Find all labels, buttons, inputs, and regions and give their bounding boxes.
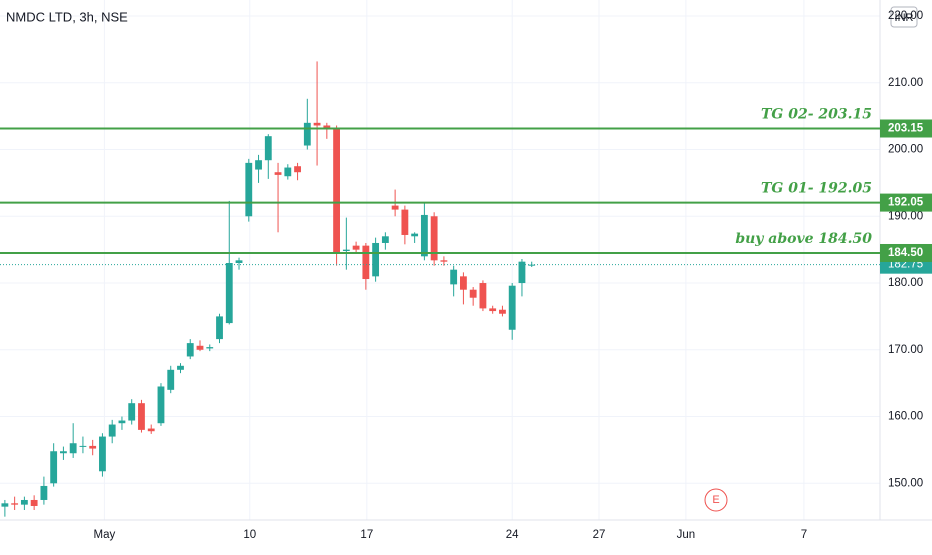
candle-body bbox=[1, 503, 9, 507]
level-tag bbox=[880, 119, 932, 138]
candle-body bbox=[362, 245, 370, 280]
x-tick-label: 24 bbox=[506, 529, 519, 541]
candle-body bbox=[235, 260, 243, 264]
candle-body bbox=[118, 420, 126, 424]
candle-body bbox=[108, 424, 116, 437]
x-tick-label: 7 bbox=[801, 529, 807, 541]
x-tick-label: 27 bbox=[593, 529, 606, 541]
level-tag-label: 192.05 bbox=[888, 197, 924, 209]
y-tick-label: 150.00 bbox=[888, 477, 923, 489]
candle-body bbox=[69, 443, 77, 454]
candle-body bbox=[206, 347, 214, 349]
candle-body bbox=[11, 503, 19, 505]
candle-body bbox=[216, 316, 223, 340]
candle-body bbox=[528, 264, 536, 266]
candle-body bbox=[147, 428, 155, 432]
level-label: TG 02- 203.15 bbox=[761, 106, 872, 122]
candle-body bbox=[50, 451, 58, 484]
level-tag bbox=[880, 243, 932, 262]
x-tick-label: 10 bbox=[243, 529, 256, 541]
y-tick-label: 200.00 bbox=[888, 144, 923, 156]
currency-button[interactable] bbox=[890, 6, 918, 28]
x-tick-label: May bbox=[94, 529, 116, 541]
candle-body bbox=[411, 233, 419, 237]
candle-body bbox=[420, 214, 428, 257]
candle-body bbox=[99, 436, 106, 472]
y-tick-label: 170.00 bbox=[888, 344, 923, 356]
candle-body bbox=[372, 242, 380, 277]
candle-body bbox=[196, 345, 204, 350]
currency-label[interactable]: INR bbox=[895, 12, 914, 24]
candle-body bbox=[499, 309, 506, 314]
candle-body bbox=[342, 249, 350, 251]
y-tick-label: 180.00 bbox=[888, 277, 923, 289]
candle-body bbox=[79, 445, 87, 447]
x-tick-label: 17 bbox=[360, 529, 373, 541]
marks bbox=[1, 61, 536, 517]
candle-body bbox=[450, 269, 458, 285]
level-label: buy above 184.50 bbox=[735, 231, 872, 247]
candle-body bbox=[508, 285, 516, 330]
candle-body bbox=[138, 403, 145, 430]
earnings-label[interactable]: E bbox=[712, 494, 719, 506]
y-tick-label: 210.00 bbox=[888, 77, 923, 89]
candle-body bbox=[30, 499, 38, 506]
level-tag-label: 203.15 bbox=[888, 123, 924, 135]
candle-body bbox=[167, 369, 175, 390]
candle-body bbox=[284, 167, 292, 177]
candle-body bbox=[333, 129, 340, 254]
candle-body bbox=[40, 485, 48, 500]
candle-body bbox=[401, 209, 409, 235]
candle-body bbox=[518, 261, 526, 284]
candle-body bbox=[303, 122, 311, 146]
candle-body bbox=[89, 445, 97, 449]
candle-body bbox=[245, 162, 253, 217]
candle-body bbox=[460, 276, 467, 290]
y-tick-label: 190.00 bbox=[888, 210, 923, 222]
candle-body bbox=[274, 172, 282, 175]
candle-body bbox=[440, 260, 448, 262]
x-tick-label: Jun bbox=[677, 529, 696, 541]
candle-body bbox=[128, 403, 136, 421]
candle-body bbox=[391, 205, 399, 210]
earnings-marker[interactable] bbox=[704, 488, 728, 512]
chart-title: NMDC LTD, 3h, NSE bbox=[6, 9, 128, 24]
candle-body bbox=[20, 499, 28, 505]
candle-body bbox=[157, 386, 165, 424]
candle-body bbox=[313, 122, 321, 126]
level-tag-label: 184.50 bbox=[888, 247, 923, 259]
candle-body bbox=[177, 365, 184, 370]
candle-body bbox=[430, 216, 438, 261]
candle-body bbox=[255, 160, 262, 170]
candle-body bbox=[479, 283, 487, 309]
candle-body bbox=[294, 166, 301, 173]
y-tick-label: 220.00 bbox=[888, 10, 923, 22]
level-tag bbox=[880, 193, 932, 212]
candle-body bbox=[469, 289, 477, 298]
level-label: TG 01- 192.05 bbox=[761, 181, 872, 197]
candle-body bbox=[381, 236, 389, 243]
candle-body bbox=[60, 451, 67, 454]
candle-body bbox=[264, 136, 272, 161]
candle-body bbox=[186, 343, 194, 357]
candle-body bbox=[352, 245, 360, 250]
candle-body bbox=[489, 308, 497, 312]
candle-body bbox=[323, 125, 331, 130]
y-tick-label: 160.00 bbox=[888, 411, 923, 423]
candle-body bbox=[225, 263, 233, 324]
